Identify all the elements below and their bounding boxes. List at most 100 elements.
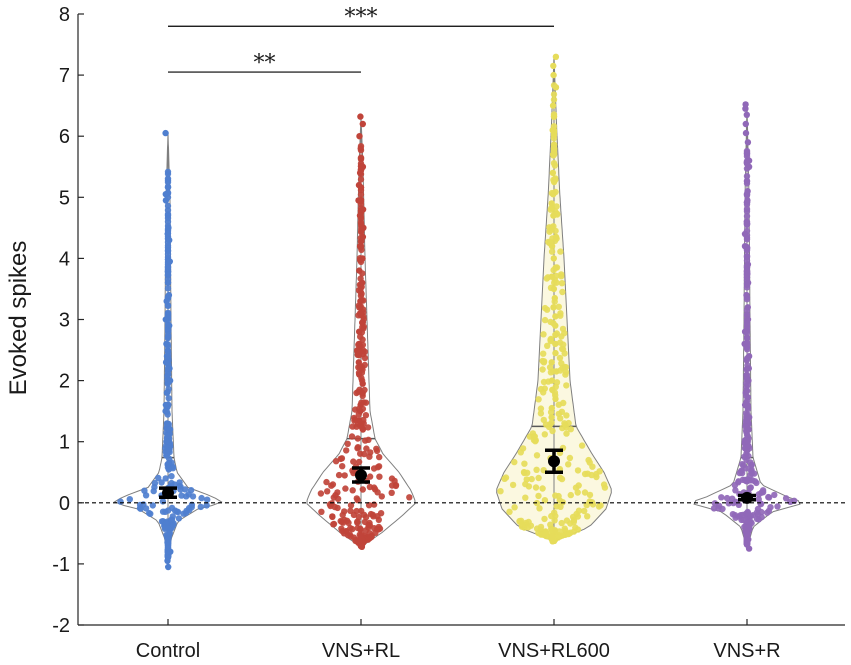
data-point — [366, 534, 374, 542]
data-points-layer — [117, 53, 798, 571]
data-point — [364, 424, 372, 431]
data-point — [540, 378, 548, 386]
data-point — [528, 475, 535, 483]
data-point — [204, 496, 211, 503]
data-point-outlier — [549, 102, 557, 109]
mean-marker — [162, 487, 174, 500]
y-tick-label: 2 — [59, 371, 70, 393]
y-tick-label: -1 — [52, 554, 70, 576]
data-point — [388, 475, 396, 482]
data-point — [367, 510, 375, 518]
data-point-outlier — [552, 349, 559, 357]
data-point-outlier — [359, 206, 367, 213]
data-point — [375, 516, 382, 523]
data-point-outlier — [745, 157, 753, 164]
data-point — [525, 483, 533, 490]
data-point — [533, 466, 540, 473]
data-point — [318, 508, 325, 515]
data-point-outlier — [745, 536, 752, 543]
data-point — [553, 203, 560, 210]
y-tick-label: 0 — [59, 493, 70, 515]
data-point — [541, 515, 548, 523]
data-point-outlier — [742, 129, 750, 137]
data-point — [544, 342, 551, 349]
data-point — [553, 503, 560, 510]
data-point — [392, 482, 400, 490]
data-point-outlier — [357, 401, 364, 409]
mean-errorbar-layer — [159, 448, 756, 504]
data-point — [149, 502, 156, 509]
data-point — [117, 498, 124, 505]
data-point — [746, 477, 753, 484]
data-point — [565, 461, 572, 468]
data-point-outlier — [741, 340, 748, 348]
data-point — [502, 474, 510, 481]
data-point — [365, 502, 373, 509]
data-point-outlier — [552, 313, 559, 320]
data-point-outlier — [166, 236, 173, 244]
data-point — [552, 512, 559, 520]
data-point-outlier — [548, 404, 555, 412]
data-point-outlier — [744, 197, 751, 204]
data-point-outlier — [356, 349, 363, 357]
data-point — [753, 509, 760, 516]
data-point — [346, 531, 353, 538]
data-point — [575, 482, 582, 489]
data-point — [370, 465, 378, 472]
x-tick-label: VNS+RL — [322, 640, 400, 662]
data-point-outlier — [163, 389, 171, 396]
data-point-outlier — [163, 298, 170, 305]
x-tick-label: VNS+R — [713, 640, 780, 662]
data-point — [523, 476, 530, 483]
data-point — [342, 485, 349, 492]
data-point — [551, 162, 559, 169]
data-point — [168, 516, 175, 523]
data-point — [739, 461, 746, 468]
data-point — [723, 494, 731, 502]
data-point — [748, 470, 755, 477]
data-point-outlier — [357, 145, 364, 152]
data-point — [162, 524, 169, 531]
data-point — [181, 486, 189, 493]
data-point — [341, 472, 348, 479]
data-point — [585, 456, 592, 464]
data-point — [164, 183, 172, 191]
data-point — [366, 473, 374, 480]
data-point-outlier — [359, 389, 366, 396]
data-point — [559, 288, 566, 296]
data-point — [748, 461, 755, 468]
data-point — [533, 525, 541, 532]
y-tick-label: 8 — [59, 4, 70, 26]
data-point — [164, 170, 172, 178]
data-point — [506, 508, 513, 515]
data-point-outlier — [162, 407, 169, 415]
data-point-outlier — [741, 401, 749, 409]
y-axis-title: Evoked spikes — [5, 241, 32, 396]
data-point-outlier — [355, 181, 363, 189]
data-point — [359, 486, 366, 493]
violin-layer — [113, 56, 801, 568]
data-point — [366, 522, 374, 529]
data-point — [357, 525, 364, 532]
data-point — [378, 493, 385, 500]
y-tick-label: 5 — [59, 187, 70, 209]
data-point — [556, 354, 564, 362]
data-point — [563, 430, 570, 437]
data-point — [542, 529, 549, 537]
data-point — [141, 487, 148, 494]
data-point-outlier — [552, 322, 559, 329]
data-point-outlier — [355, 359, 362, 366]
data-point — [558, 360, 565, 367]
data-point — [743, 208, 751, 215]
data-point-outlier — [356, 310, 364, 317]
data-point — [570, 516, 578, 524]
data-point-outlier — [164, 557, 171, 564]
data-point-outlier — [163, 340, 170, 348]
data-point — [388, 489, 395, 496]
data-point-outlier — [162, 191, 169, 198]
data-point — [744, 335, 751, 342]
data-point — [350, 458, 357, 465]
data-point-outlier — [741, 243, 749, 250]
data-point — [335, 471, 343, 479]
data-point — [574, 526, 582, 533]
